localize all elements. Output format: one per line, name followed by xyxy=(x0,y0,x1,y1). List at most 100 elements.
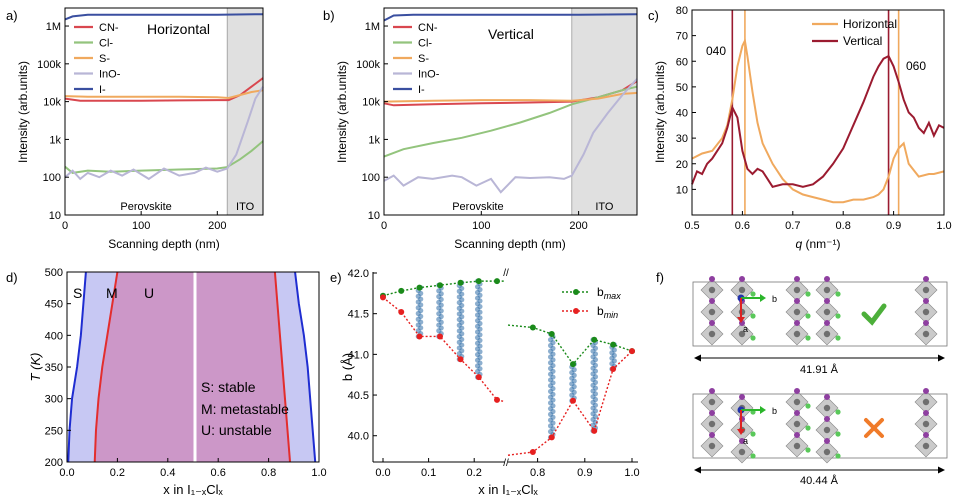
c-xtick-label: 1.0 xyxy=(936,220,951,232)
b-xtick-label: 0 xyxy=(381,220,387,232)
a-series-cn xyxy=(64,77,264,102)
e-legend-label: bmax xyxy=(597,285,621,301)
length-arrowhead xyxy=(694,466,701,474)
c-series-vertical xyxy=(691,54,945,188)
e-xtick-label: 0.1 xyxy=(421,467,436,479)
spinodal-left xyxy=(93,271,119,463)
panel-c-xlabel-symbol: q xyxy=(795,237,802,251)
d-xtick-label: 0.4 xyxy=(160,467,175,479)
panel-a-xlabel: Scanning depth (nm) xyxy=(108,237,219,251)
a-xtick-label: 0 xyxy=(62,220,68,232)
a-ytick-label: 1k xyxy=(49,134,61,146)
unstable-region xyxy=(94,272,291,462)
e-legend-marker xyxy=(573,289,579,295)
b-ytick-label: 10k xyxy=(362,97,380,109)
structure-bottom: ba xyxy=(692,388,948,474)
metal-atom xyxy=(708,442,716,450)
c-ytick-label: 80 xyxy=(676,5,688,17)
structure-top-length: 41.91 Å xyxy=(800,363,839,376)
halide-atom xyxy=(709,388,715,394)
unit-cell-box xyxy=(692,393,948,459)
halide-atom xyxy=(709,410,715,416)
halide-atom xyxy=(709,276,715,282)
a-ytick-label: 10 xyxy=(49,210,61,222)
panel-b-ito-region xyxy=(571,8,637,215)
e-ytick-label: 42.0 xyxy=(348,268,369,280)
a-legend-label: S- xyxy=(99,53,110,65)
e-legend-marker xyxy=(573,308,579,314)
chloride-atom xyxy=(805,403,811,409)
panel-a-ito-label: ITO xyxy=(236,201,255,213)
metal-atom xyxy=(823,404,831,412)
panel-b-frame xyxy=(383,7,638,216)
metal-atom xyxy=(793,398,801,406)
c-ytick-label: 10 xyxy=(676,184,688,196)
panel-b-annotation: Vertical xyxy=(488,26,534,42)
halide-atom xyxy=(709,432,715,438)
panel-b-ito-label: ITO xyxy=(595,201,614,213)
halide-atom xyxy=(794,276,800,282)
legend-metastable: M: metastable xyxy=(201,401,289,417)
halide-atom xyxy=(739,276,745,282)
e-ytick-label: 40.5 xyxy=(348,390,369,402)
chloride-atom xyxy=(750,431,756,437)
panel-a-ylabel: Intensity (arb.units) xyxy=(16,61,30,163)
panel-b-label: b) xyxy=(323,8,335,23)
panel-c-ylabel: Intensity (arb.units) xyxy=(653,61,667,163)
bmax-point xyxy=(398,287,405,294)
metal-atom xyxy=(922,330,930,338)
chloride-atom xyxy=(835,313,841,319)
metal-atom xyxy=(793,308,801,316)
c-xtick-label: 0.6 xyxy=(735,220,750,232)
b-legend-label: CN- xyxy=(418,22,438,34)
e-legend-label-sub: max xyxy=(604,291,622,301)
e-xtick-label: 0.9 xyxy=(577,467,592,479)
panel-c-label: c) xyxy=(648,8,659,23)
bmax-point xyxy=(610,341,617,348)
d-xtick-label: 0.0 xyxy=(59,467,74,479)
b-axis-label: b xyxy=(772,406,777,416)
panel-a-annotation: Horizontal xyxy=(147,21,210,37)
b-ytick-label: 100 xyxy=(362,172,380,184)
b-ytick-label: 1M xyxy=(365,21,380,33)
panel-e: e) // // 40.0 40.5 41.0 41.5 42.0 0.0 0.1 0.2 0.8 0… xyxy=(330,268,640,497)
b-series-cl xyxy=(383,85,638,158)
halide-atom xyxy=(794,388,800,394)
d-ytick-label: 450 xyxy=(45,299,63,311)
e-xtick-label: 0.0 xyxy=(375,467,390,479)
halide-atom xyxy=(709,320,715,326)
bmin-point xyxy=(380,294,386,301)
panel-c-xlabel: q (nm⁻¹) xyxy=(795,237,840,251)
peak-060-label: 060 xyxy=(906,59,926,73)
d-xtick-label: 0.8 xyxy=(261,467,276,479)
halide-atom xyxy=(923,276,929,282)
b-axis-label: b xyxy=(772,294,777,304)
metal-atom xyxy=(922,308,930,316)
stable-region-right xyxy=(295,272,319,462)
metal-atom xyxy=(793,420,801,428)
spinodal-right xyxy=(273,271,292,463)
region-label-u: U xyxy=(144,285,154,301)
d-ytick-label: 200 xyxy=(45,457,63,469)
halide-atom xyxy=(794,320,800,326)
panel-b-ylabel: Intensity (arb.units) xyxy=(335,61,349,163)
bmin-point xyxy=(437,333,443,340)
a-series-i xyxy=(64,13,264,21)
e-ytick-label: 41.5 xyxy=(348,309,369,321)
metal-atom xyxy=(738,330,746,338)
region-label-m: M xyxy=(106,285,118,301)
bmin-point xyxy=(570,397,576,404)
a-legend-label: Cl- xyxy=(99,38,113,50)
halide-atom xyxy=(794,298,800,304)
a-axis-label: a xyxy=(743,324,748,334)
metal-atom xyxy=(922,286,930,294)
b-legend-label: InO- xyxy=(418,69,440,81)
legend-unstable: U: unstable xyxy=(201,422,272,438)
bmax-point xyxy=(475,278,482,285)
length-arrowhead xyxy=(694,354,701,362)
bmin-point xyxy=(494,396,500,403)
b-axis-arrowhead xyxy=(760,294,766,302)
panel-d-ylabel: T (K) xyxy=(28,353,43,382)
e-ytick-label: 40.0 xyxy=(348,431,369,443)
